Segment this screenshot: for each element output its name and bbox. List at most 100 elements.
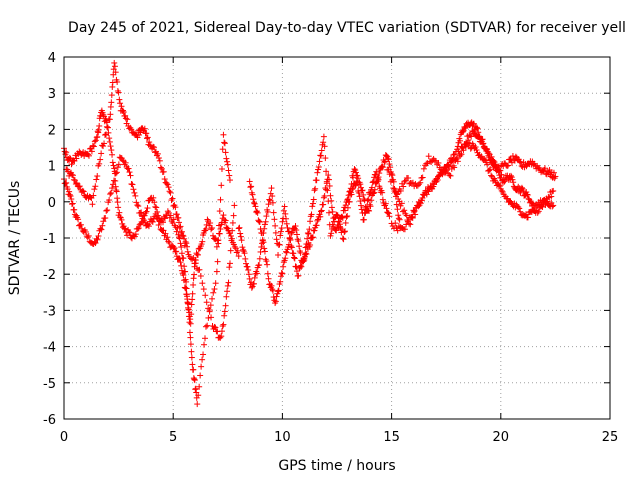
data-point bbox=[71, 206, 78, 213]
data-point bbox=[348, 180, 355, 187]
data-point bbox=[316, 158, 323, 165]
data-point bbox=[462, 143, 469, 150]
data-point bbox=[190, 281, 197, 288]
data-point bbox=[144, 134, 151, 141]
data-point bbox=[213, 268, 220, 275]
data-point bbox=[67, 193, 74, 200]
data-point bbox=[304, 235, 311, 242]
data-point bbox=[177, 240, 184, 247]
data-point bbox=[115, 204, 122, 211]
data-point bbox=[107, 111, 114, 118]
data-point bbox=[409, 214, 416, 221]
data-point bbox=[85, 151, 92, 158]
x-tick-label: 10 bbox=[274, 430, 291, 445]
data-point bbox=[352, 169, 359, 176]
data-point bbox=[218, 333, 225, 340]
data-point bbox=[283, 249, 290, 256]
data-point bbox=[92, 137, 99, 144]
data-point bbox=[161, 176, 168, 183]
data-point bbox=[79, 187, 86, 194]
data-point bbox=[226, 260, 233, 267]
data-point bbox=[200, 351, 207, 358]
data-point bbox=[479, 141, 486, 148]
data-point bbox=[231, 243, 238, 250]
data-point bbox=[167, 189, 174, 196]
data-point bbox=[114, 87, 121, 94]
data-point bbox=[249, 191, 256, 198]
data-point bbox=[473, 147, 480, 154]
data-point bbox=[226, 172, 233, 179]
data-point bbox=[166, 188, 173, 195]
data-point bbox=[169, 195, 176, 202]
data-point bbox=[217, 196, 224, 203]
data-point bbox=[177, 259, 184, 266]
data-point bbox=[116, 209, 123, 216]
data-point bbox=[103, 123, 110, 130]
data-point bbox=[106, 135, 113, 142]
data-point bbox=[95, 233, 102, 240]
data-point bbox=[186, 329, 193, 336]
data-point bbox=[115, 161, 122, 168]
data-point bbox=[269, 287, 276, 294]
data-point bbox=[191, 377, 198, 384]
x-tick-label: 20 bbox=[493, 430, 510, 445]
data-point bbox=[379, 164, 386, 171]
data-point bbox=[248, 183, 255, 190]
data-point bbox=[279, 218, 286, 225]
data-point bbox=[178, 228, 185, 235]
data-point bbox=[214, 258, 221, 265]
data-point bbox=[66, 191, 73, 198]
data-point bbox=[347, 188, 354, 195]
data-point bbox=[90, 192, 97, 199]
data-point bbox=[312, 185, 319, 192]
data-point bbox=[68, 196, 75, 203]
data-point bbox=[366, 207, 373, 214]
data-point bbox=[154, 208, 161, 215]
data-point bbox=[251, 280, 258, 287]
data-point bbox=[122, 225, 129, 232]
data-point bbox=[259, 240, 266, 247]
data-point bbox=[269, 193, 276, 200]
data-point bbox=[98, 150, 105, 157]
data-point bbox=[327, 232, 334, 239]
data-point bbox=[309, 200, 316, 207]
data-point bbox=[163, 180, 170, 187]
data-point bbox=[128, 126, 135, 133]
data-point bbox=[516, 205, 523, 212]
data-point bbox=[265, 201, 272, 208]
data-point bbox=[326, 182, 333, 189]
data-point bbox=[356, 193, 363, 200]
data-point bbox=[90, 143, 97, 150]
data-point bbox=[257, 226, 264, 233]
data-point bbox=[203, 299, 210, 306]
data-point bbox=[419, 174, 426, 181]
data-point bbox=[187, 334, 194, 341]
data-point bbox=[129, 181, 136, 188]
data-point bbox=[103, 207, 110, 214]
data-point bbox=[197, 272, 204, 279]
data-point bbox=[147, 142, 154, 149]
data-point bbox=[158, 165, 165, 172]
data-point bbox=[309, 234, 316, 241]
data-point bbox=[143, 208, 150, 215]
data-point bbox=[339, 235, 346, 242]
data-point bbox=[327, 192, 334, 199]
data-point bbox=[223, 293, 230, 300]
data-point bbox=[342, 219, 349, 226]
data-point bbox=[455, 148, 462, 155]
data-point bbox=[251, 274, 258, 281]
data-point bbox=[386, 171, 393, 178]
data-point bbox=[127, 229, 134, 236]
data-point bbox=[281, 203, 288, 210]
data-point bbox=[213, 243, 220, 250]
data-point bbox=[97, 156, 104, 163]
x-axis-label: GPS time / hours bbox=[278, 458, 395, 474]
data-point bbox=[69, 200, 76, 207]
data-point bbox=[457, 150, 464, 157]
data-point bbox=[261, 221, 268, 228]
data-point bbox=[117, 100, 124, 107]
x-tick-labels: 0 5 10 15 20 25 bbox=[60, 430, 618, 445]
data-point bbox=[119, 107, 126, 114]
data-point bbox=[152, 203, 159, 210]
